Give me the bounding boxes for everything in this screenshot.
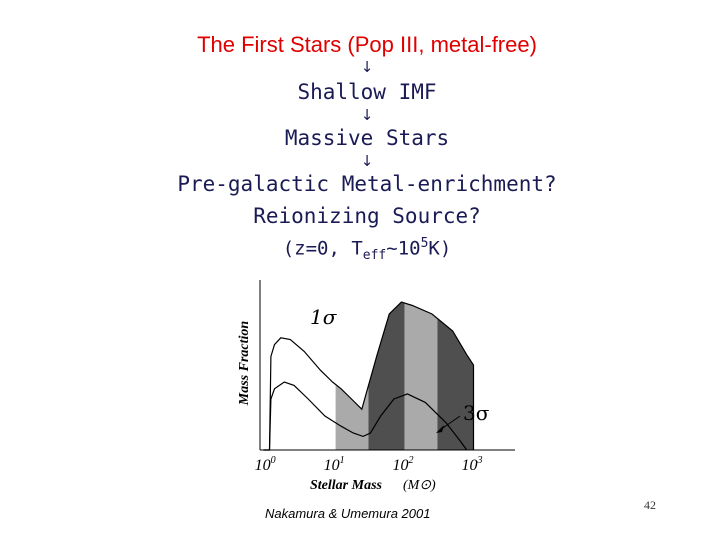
x-tick-label-0: 100 (255, 455, 276, 474)
down-arrow-icon: ↓ (360, 152, 374, 170)
x-tick-label-3: 103 (461, 455, 482, 474)
x-tick-label-1: 101 (324, 455, 345, 474)
y-axis-label: Mass Fraction (237, 320, 252, 406)
temp-note-prefix: (z=0, T (282, 237, 363, 260)
mass-band-2 (368, 302, 405, 450)
temp-note-suffix: K) (428, 237, 452, 260)
x-tick-exponent-3: 3 (476, 455, 482, 466)
mass-band-4 (437, 318, 474, 450)
flow-step-massive-stars: Massive Stars (284, 126, 450, 150)
annotation-upper-curve: 1σ (310, 305, 338, 329)
slide-title: The First Stars (Pop III, metal-free) (197, 32, 537, 57)
temp-note-subscript: eff (362, 248, 387, 264)
temp-note-mid: ~10 (386, 237, 421, 260)
mass-band-3 (404, 303, 438, 450)
x-tick-exponent-2: 2 (409, 455, 414, 466)
x-tick-exponent-1: 1 (340, 455, 345, 466)
x-tick-label-2: 102 (393, 455, 414, 474)
page-number: 42 (644, 498, 656, 512)
mass-band-1 (335, 384, 369, 450)
down-arrow-icon: ↓ (360, 106, 374, 124)
flow-step-reionizing-source: Reionizing Source? (253, 204, 481, 228)
citation: Nakamura & Umemura 2001 (265, 506, 431, 521)
series-line-upper (263, 301, 475, 451)
flow-step-shallow-imf: Shallow IMF (297, 80, 437, 104)
x-axis-label: Stellar Mass (310, 478, 382, 493)
annotation-pointer-line (439, 415, 461, 431)
x-axis-unit: (M⊙) (403, 478, 436, 493)
series-line-lower (263, 381, 468, 451)
x-tick-exponent-0: 0 (271, 455, 276, 466)
temp-note-superscript: 5 (420, 236, 429, 251)
flow-step-metal-enrichment: Pre-galactic Metal-enrichment? (177, 172, 557, 196)
annotation-pointer-head (436, 425, 444, 433)
annotation-lower-curve: 3σ (463, 401, 490, 425)
down-arrow-icon: ↓ (360, 58, 374, 76)
flow-step-temperature-note: (z=0, Teff~105K) (0, 236, 720, 263)
